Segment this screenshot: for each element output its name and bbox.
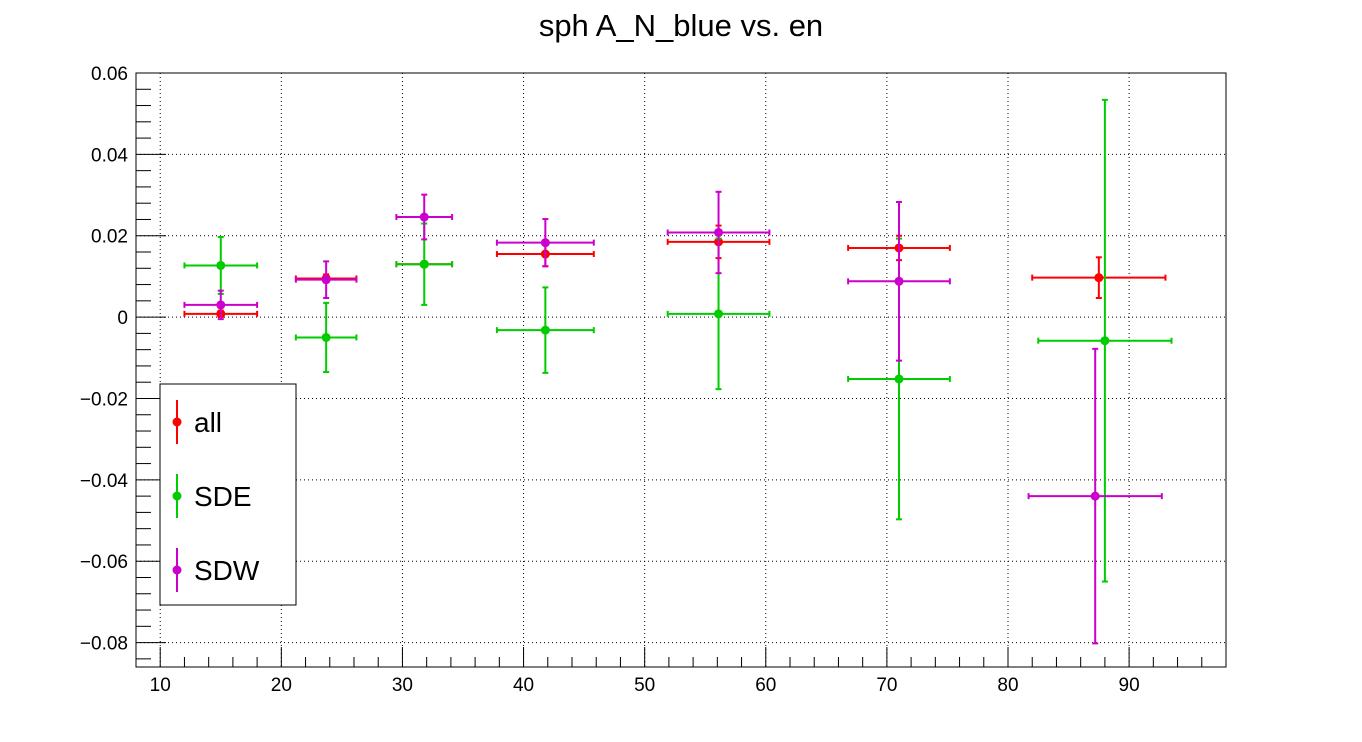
- x-tick-label: 30: [392, 675, 413, 696]
- axis-ticks: [135, 72, 1227, 667]
- x-tick-label: 20: [271, 675, 292, 696]
- data-point: [714, 227, 724, 237]
- chart-title: sph A_N_blue vs. en: [539, 8, 823, 43]
- legend-label: all: [194, 407, 222, 438]
- legend-entries: all SDE SDW: [172, 400, 260, 592]
- x-tick-label: 50: [634, 675, 655, 696]
- y-tick-label: 0.02: [91, 227, 128, 248]
- x-tick-label: 80: [997, 675, 1018, 696]
- data-point: [419, 259, 429, 269]
- legend-marker: [172, 491, 182, 501]
- legend-entry-sde: SDE: [172, 474, 252, 518]
- series-all: [183, 224, 1167, 319]
- x-axis-tick-labels: 10 20 30 40 50 60 70 80 90: [150, 675, 1140, 696]
- plot-frame: [135, 72, 1227, 668]
- y-tick-label: −0.06: [80, 552, 128, 573]
- grid: [136, 72, 1226, 667]
- legend-label: SDE: [194, 481, 252, 512]
- y-tick-label: 0.04: [91, 145, 128, 166]
- x-tick-label: 70: [876, 675, 897, 696]
- y-tick-label: 0: [117, 308, 128, 329]
- y-tick-label: −0.04: [80, 471, 129, 492]
- data-point: [419, 212, 429, 222]
- data-point: [1090, 491, 1100, 501]
- y-tick-label: −0.02: [80, 389, 128, 410]
- data-series: [183, 98, 1173, 645]
- data-point: [216, 260, 226, 270]
- data-point: [1094, 273, 1104, 283]
- series-sde: [183, 98, 1173, 583]
- data-point: [540, 238, 550, 248]
- x-tick-label: 60: [755, 675, 776, 696]
- x-tick-label: 10: [150, 675, 171, 696]
- data-point: [1100, 336, 1110, 346]
- legend-marker: [172, 565, 182, 575]
- data-point: [540, 325, 550, 335]
- legend-entry-sdw: SDW: [172, 548, 260, 592]
- x-tick-label: 40: [513, 675, 534, 696]
- data-point: [894, 276, 904, 286]
- series-sdw: [183, 190, 1163, 645]
- legend: all SDE SDW: [159, 383, 297, 606]
- y-tick-label: −0.08: [80, 634, 128, 655]
- legend-box: [159, 383, 297, 606]
- data-point: [714, 309, 724, 319]
- data-point: [321, 332, 331, 342]
- data-point: [216, 300, 226, 310]
- y-tick-label: 0.06: [91, 64, 128, 85]
- data-point: [894, 374, 904, 384]
- legend-marker: [172, 417, 182, 427]
- legend-entry-all: all: [172, 400, 222, 444]
- y-axis-tick-labels: 0.06 0.04 0.02 0 −0.02 −0.04 −0.06 −0.08: [80, 64, 129, 655]
- legend-label: SDW: [194, 555, 260, 586]
- data-point: [321, 275, 331, 285]
- x-tick-label: 90: [1119, 675, 1140, 696]
